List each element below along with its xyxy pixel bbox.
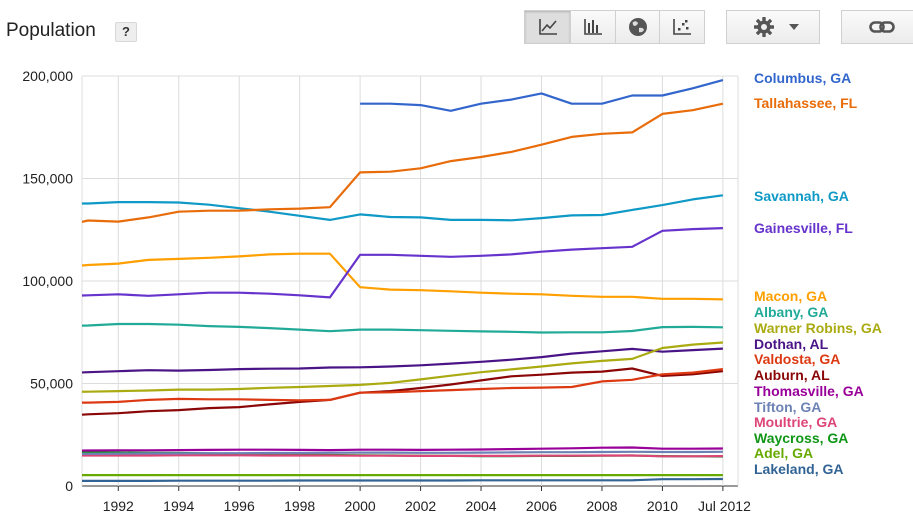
gear-icon xyxy=(754,17,774,37)
legend-item-valdosta-ga[interactable]: Valdosta, GA xyxy=(754,351,841,367)
x-tick-label: 1992 xyxy=(103,498,134,514)
y-tick-label: 50,000 xyxy=(30,376,73,392)
map-chart-button[interactable] xyxy=(616,10,660,44)
series-line-dothan-al xyxy=(82,347,723,374)
link-button[interactable] xyxy=(841,10,913,44)
legend-item-tifton-ga[interactable]: Tifton, GA xyxy=(754,399,822,415)
x-tick-label: 2000 xyxy=(345,498,376,514)
bar-chart-button[interactable] xyxy=(571,10,616,44)
x-tick-label: 2006 xyxy=(526,498,557,514)
series-line-warner-robins-ga xyxy=(82,341,723,393)
series-line-columbus-ga xyxy=(360,79,724,112)
x-tick-label: 1994 xyxy=(163,498,194,514)
scatter-chart-button[interactable] xyxy=(660,10,705,44)
legend-item-adel-ga[interactable]: Adel, GA xyxy=(754,445,814,461)
legend-item-waycross-ga[interactable]: Waycross, GA xyxy=(754,430,849,446)
x-tick-label: 2004 xyxy=(465,498,496,514)
legend-item-dothan-al[interactable]: Dothan, AL xyxy=(754,336,829,352)
series-line-albany-ga xyxy=(82,322,723,334)
x-tick-label: 2002 xyxy=(405,498,436,514)
bar-chart-icon xyxy=(584,19,602,35)
series-line-macon-ga xyxy=(82,252,723,301)
globe-map-icon xyxy=(628,18,647,36)
series-line-tifton-ga xyxy=(82,450,723,455)
legend-item-auburn-al[interactable]: Auburn, AL xyxy=(754,367,830,383)
legend-item-gainesville-fl[interactable]: Gainesville, FL xyxy=(754,220,853,236)
legend-item-lakeland-ga[interactable]: Lakeland, GA xyxy=(754,461,844,477)
population-line-chart: 200,000 150,000 100,000 50,000 0 1992 1994 1996… xyxy=(22,68,751,514)
y-tick-label: 0 xyxy=(65,478,73,494)
settings-toolbar xyxy=(726,10,820,44)
legend-item-savannah-ga[interactable]: Savannah, GA xyxy=(754,188,849,204)
x-tick-label: Jul 2012 xyxy=(698,498,751,514)
x-tick-label: 1998 xyxy=(284,498,315,514)
series-line-savannah-ga xyxy=(82,194,724,222)
settings-button[interactable] xyxy=(726,10,820,44)
legend-item-warner-robins-ga[interactable]: Warner Robins, GA xyxy=(754,320,882,336)
link-icon xyxy=(868,21,895,33)
series-line-gainesville-fl xyxy=(82,227,723,299)
line-chart-icon xyxy=(538,19,557,35)
legend-item-albany-ga[interactable]: Albany, GA xyxy=(754,304,829,320)
page-title: Population xyxy=(6,20,96,41)
help-button[interactable]: ? xyxy=(115,22,137,42)
y-tick-label: 100,000 xyxy=(22,273,73,289)
legend-item-thomasville-ga[interactable]: Thomasville, GA xyxy=(754,383,864,399)
x-tick-label: 1996 xyxy=(224,498,255,514)
x-tick-label: 2010 xyxy=(647,498,678,514)
chart-type-toolbar xyxy=(524,10,705,44)
y-tick-label: 150,000 xyxy=(22,171,73,187)
series-line-thomasville-ga xyxy=(82,446,723,452)
legend-item-tallahassee-fl[interactable]: Tallahassee, FL xyxy=(754,95,858,111)
series-line-auburn-al xyxy=(82,367,724,416)
x-tick-label: 2008 xyxy=(586,498,617,514)
line-chart-button[interactable] xyxy=(524,10,571,44)
legend-item-macon-ga[interactable]: Macon, GA xyxy=(754,288,828,304)
series-line-valdosta-ga xyxy=(82,368,724,404)
series-line-moultrie-ga xyxy=(82,454,723,458)
series-line-tallahassee-fl xyxy=(82,102,724,224)
caret-down-icon xyxy=(789,24,799,30)
link-toolbar xyxy=(841,10,913,44)
scatter-chart-icon xyxy=(673,19,691,35)
legend-item-moultrie-ga[interactable]: Moultrie, GA xyxy=(754,414,838,430)
y-tick-label: 200,000 xyxy=(22,68,73,84)
legend-item-columbus-ga[interactable]: Columbus, GA xyxy=(754,70,852,86)
series-line-lakeland-ga xyxy=(82,477,723,482)
